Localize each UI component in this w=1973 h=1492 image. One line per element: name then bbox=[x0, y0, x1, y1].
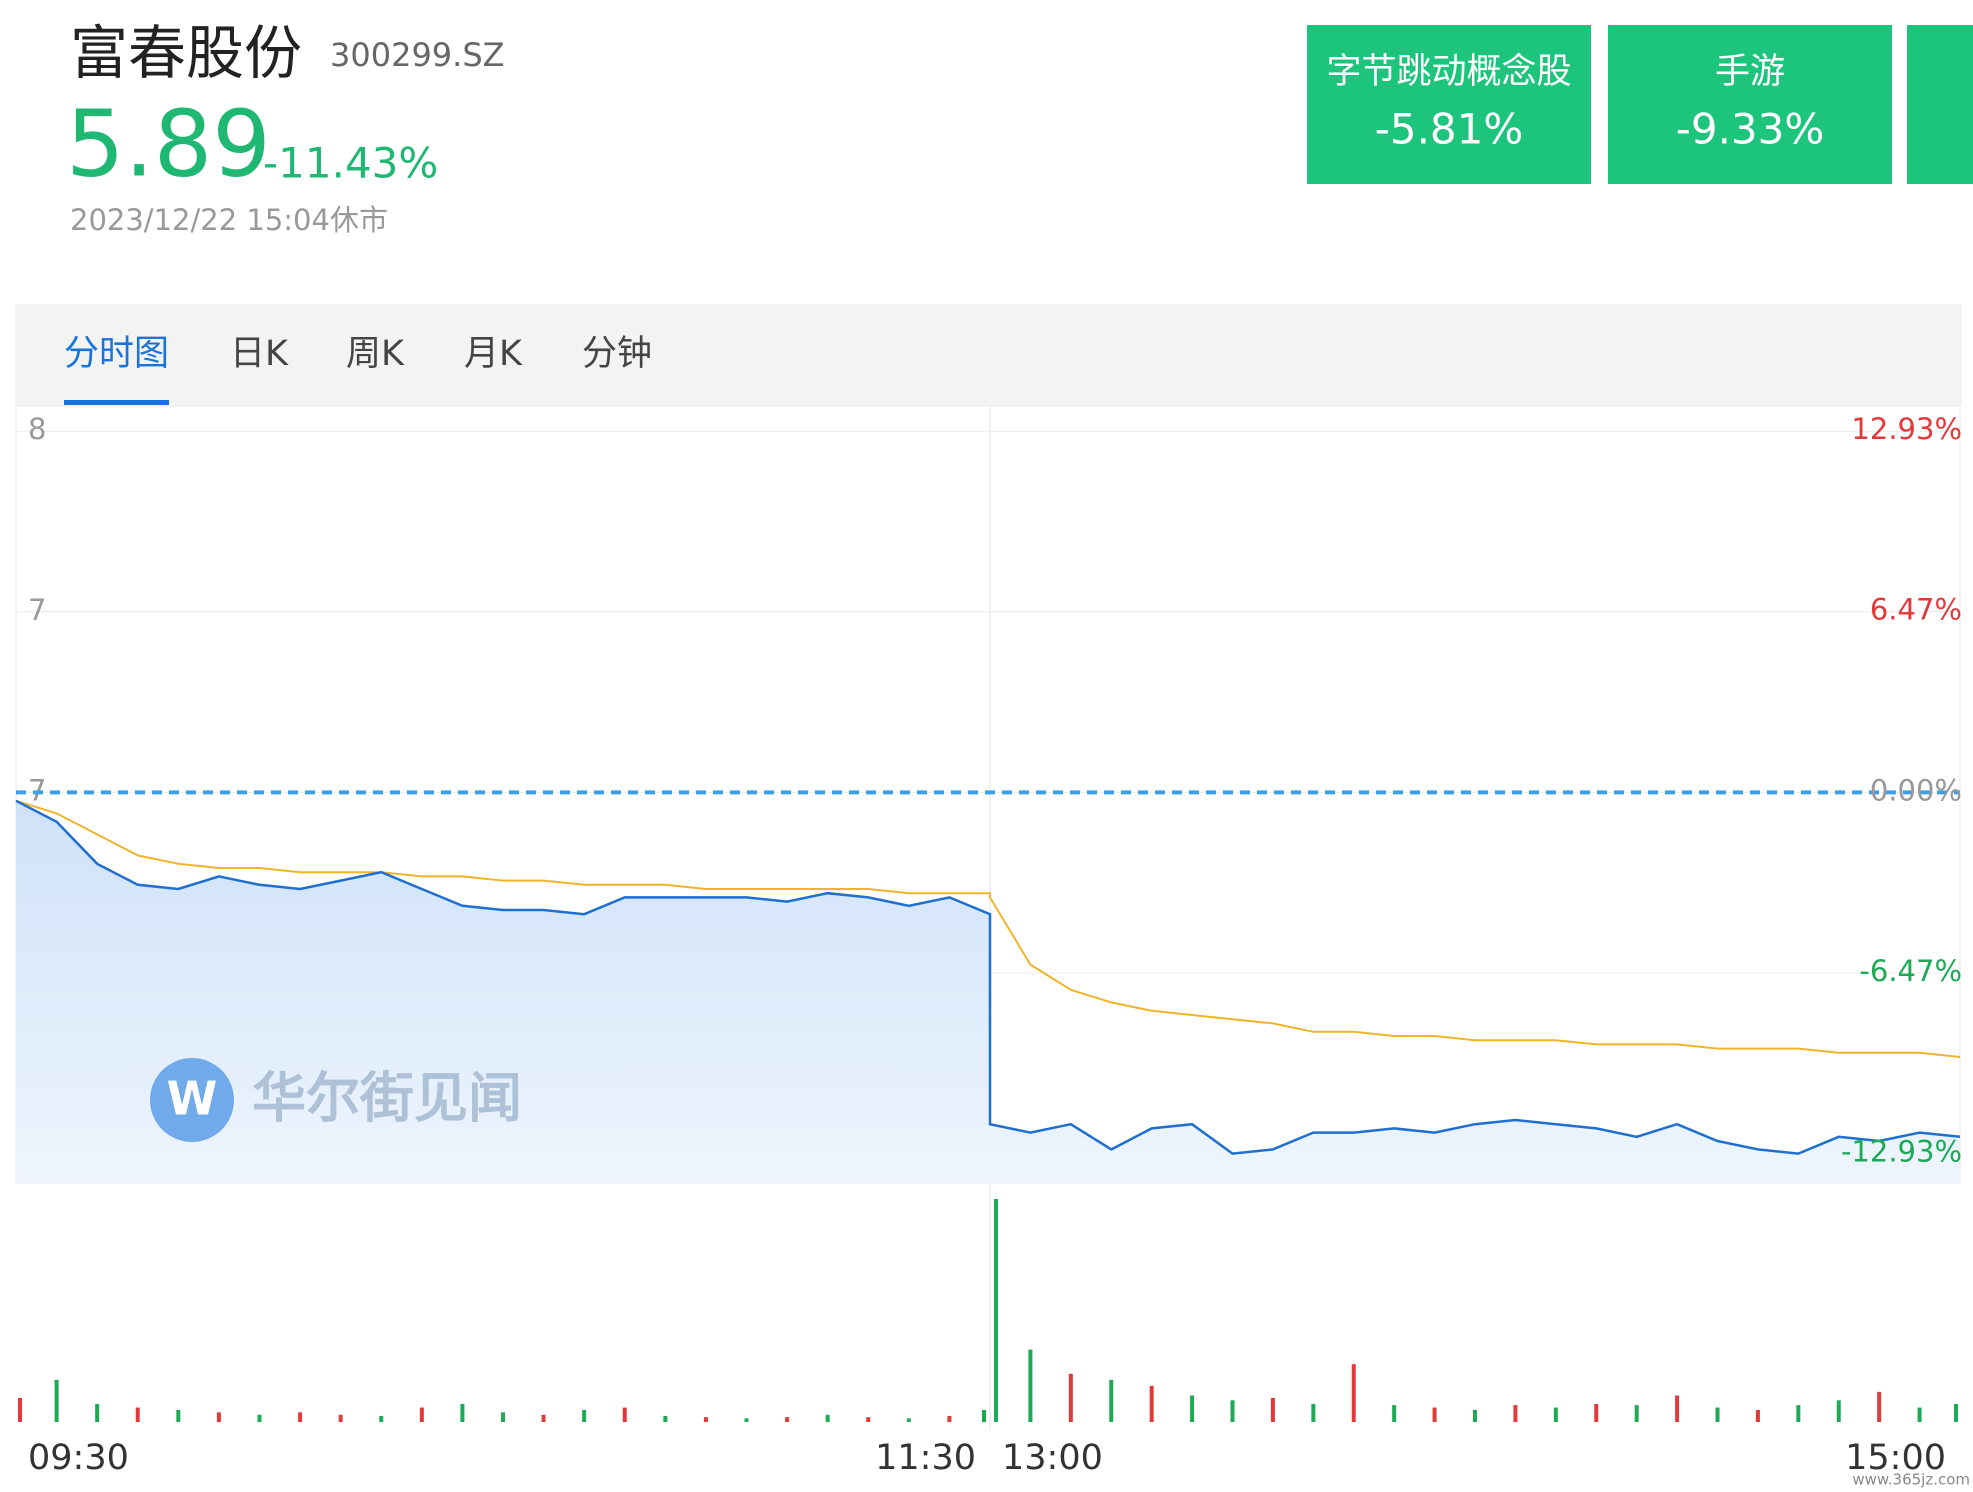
volume-bar bbox=[541, 1414, 546, 1422]
stock-name: 富春股份 bbox=[70, 19, 302, 87]
sector-change: -9.33% bbox=[1676, 105, 1825, 154]
price: 5.89 bbox=[66, 90, 271, 197]
tab-underline bbox=[64, 400, 169, 405]
volume-bar bbox=[1230, 1400, 1235, 1422]
volume-bar bbox=[1715, 1407, 1720, 1422]
volume-bar bbox=[994, 1199, 998, 1422]
y2-tick-label: 6.47% bbox=[1870, 593, 1962, 627]
volume-bar bbox=[1432, 1407, 1437, 1422]
volume-bar bbox=[298, 1412, 303, 1422]
change: -11.43% bbox=[263, 139, 438, 188]
volume-bar bbox=[1553, 1407, 1558, 1422]
volume-bar bbox=[1028, 1349, 1033, 1422]
x-tick-label: 15:00 bbox=[1845, 1438, 1946, 1478]
volume-bar bbox=[1068, 1373, 1073, 1422]
x-tick-label: 13:00 bbox=[1002, 1438, 1103, 1478]
timestamp: 2023/12/22 15:04休市 bbox=[70, 203, 388, 237]
tab[interactable]: 分时图 bbox=[64, 334, 169, 374]
volume-bar bbox=[54, 1379, 59, 1422]
volume-bar bbox=[1836, 1400, 1841, 1422]
volume-bar bbox=[216, 1412, 221, 1422]
chart: 8776612.93%6.47%0.00%-6.47%-12.93%09:301… bbox=[15, 412, 1962, 1478]
volume-bar bbox=[1351, 1364, 1356, 1422]
tab-bar bbox=[15, 304, 1962, 405]
volume-bar bbox=[1877, 1391, 1882, 1422]
volume-bar bbox=[703, 1417, 708, 1422]
volume-bar bbox=[95, 1403, 100, 1422]
volume-bar bbox=[338, 1414, 343, 1422]
volume-bar bbox=[1594, 1403, 1599, 1422]
volume-bar bbox=[18, 1397, 22, 1422]
sector-change: -5.81% bbox=[1375, 105, 1524, 154]
price-area bbox=[16, 800, 1960, 1183]
volume-bar bbox=[1270, 1397, 1275, 1422]
volume-bar bbox=[379, 1415, 384, 1422]
volume-bar bbox=[1149, 1385, 1154, 1422]
tab[interactable]: 分钟 bbox=[582, 334, 652, 374]
y-tick-label: 7 bbox=[28, 593, 46, 627]
volume-bar bbox=[744, 1418, 749, 1422]
sector-name: 手游 bbox=[1715, 52, 1785, 92]
x-tick-label: 09:30 bbox=[28, 1438, 129, 1478]
y2-tick-label: 12.93% bbox=[1851, 412, 1962, 446]
watermark-logo bbox=[150, 1058, 234, 1142]
volume-bar bbox=[947, 1415, 952, 1422]
volume-bar bbox=[1311, 1403, 1316, 1422]
volume-bar bbox=[582, 1409, 587, 1422]
y2-tick-label: -12.93% bbox=[1841, 1135, 1962, 1169]
volume-bar bbox=[501, 1412, 505, 1422]
volume-bar bbox=[1190, 1395, 1195, 1422]
stock-code: 300299.SZ bbox=[330, 36, 505, 74]
watermark-logo-mark: W bbox=[167, 1072, 218, 1126]
volume-bar bbox=[622, 1407, 627, 1422]
sector-tag[interactable] bbox=[1907, 25, 1973, 184]
volume-bar bbox=[1513, 1405, 1518, 1422]
volume-bar bbox=[866, 1417, 871, 1422]
volume-bar bbox=[1392, 1405, 1397, 1422]
watermark: 华尔街见闻 bbox=[252, 1067, 522, 1130]
volume-bar bbox=[785, 1417, 790, 1422]
volume-bar bbox=[460, 1403, 465, 1422]
tab[interactable]: 周K bbox=[346, 334, 405, 374]
volume-bar bbox=[1473, 1409, 1477, 1422]
volume-bar bbox=[1796, 1405, 1801, 1422]
volume-bar bbox=[257, 1414, 262, 1422]
sector-tag[interactable] bbox=[1608, 25, 1892, 184]
volume-bar bbox=[176, 1409, 181, 1422]
volume-bar bbox=[906, 1418, 911, 1422]
volume-bar bbox=[663, 1415, 668, 1422]
tab[interactable]: 日K bbox=[230, 334, 289, 374]
volume-bar bbox=[825, 1414, 830, 1422]
sector-name: 字节跳动概念股 bbox=[1326, 52, 1571, 92]
volume-bar bbox=[1675, 1395, 1680, 1422]
volume-bar bbox=[1917, 1407, 1922, 1422]
volume-bar bbox=[982, 1409, 986, 1422]
x-tick-label: 11:30 bbox=[875, 1438, 976, 1478]
y2-tick-label: 0.00% bbox=[1870, 773, 1962, 807]
volume-bar bbox=[1634, 1405, 1639, 1422]
sector-tag[interactable] bbox=[1307, 25, 1591, 184]
y-tick-label: 7 bbox=[28, 773, 46, 807]
sector-tags: 字节跳动概念股 -5.81% 手游 -9.33% bbox=[1307, 25, 1973, 184]
volume-bar bbox=[135, 1407, 140, 1422]
price-line bbox=[15, 799, 1961, 1155]
y-tick-label: 8 bbox=[28, 412, 46, 446]
average-line bbox=[15, 799, 1961, 1058]
volume-bar bbox=[1755, 1409, 1760, 1422]
tab[interactable]: 月K bbox=[464, 334, 523, 374]
site-watermark: www.365jz.com bbox=[1852, 1471, 1970, 1489]
volume-bar bbox=[1954, 1403, 1958, 1422]
y2-tick-label: -6.47% bbox=[1859, 954, 1962, 988]
volume-bar bbox=[1109, 1379, 1114, 1422]
tabs: 分时图 日K 周K 月K 分钟 bbox=[64, 334, 652, 405]
volume-bar bbox=[419, 1407, 424, 1422]
